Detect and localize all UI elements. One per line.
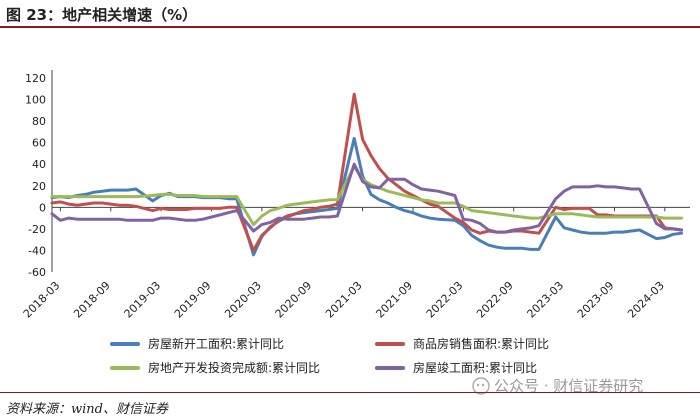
x-tick-label: 2024-03 bbox=[625, 279, 667, 321]
x-tick-label: 2019-03 bbox=[122, 279, 164, 321]
legend-item-investment: 房地产开发投资完成额:累计同比 bbox=[110, 359, 320, 376]
legend-item-completion-area: 房屋竣工面积:累计同比 bbox=[375, 359, 537, 376]
x-tick-label: 2022-03 bbox=[424, 279, 466, 321]
legend-label: 房地产开发投资完成额:累计同比 bbox=[148, 361, 321, 375]
x-tick-label: 2021-09 bbox=[373, 279, 415, 321]
x-tick-label: 2018-09 bbox=[71, 279, 113, 321]
series-line-2 bbox=[50, 164, 684, 227]
header-rule bbox=[0, 26, 700, 28]
x-tick-label: 2020-09 bbox=[273, 279, 315, 321]
x-tick-label: 2022-09 bbox=[474, 279, 516, 321]
x-tick-label: 2021-03 bbox=[323, 279, 365, 321]
legend-swatch bbox=[110, 341, 140, 346]
y-tick-label: 80 bbox=[32, 115, 46, 128]
x-tick-label: 2019-09 bbox=[172, 279, 214, 321]
y-tick-label: -20 bbox=[28, 223, 46, 236]
watermark-text: 公众号 · 财信证券研究 bbox=[494, 377, 644, 395]
series-line-1 bbox=[50, 92, 684, 252]
y-tick-label: 60 bbox=[32, 137, 46, 150]
x-tick-label: 2023-09 bbox=[575, 279, 617, 321]
series-line-3 bbox=[50, 162, 684, 234]
source-note: 资料来源：wind、财信证券 bbox=[6, 402, 168, 417]
watermark: 公众号 · 财信证券研究 bbox=[472, 375, 643, 396]
y-tick-label: 20 bbox=[32, 180, 46, 193]
legend-label: 房屋竣工面积:累计同比 bbox=[413, 361, 538, 375]
legend-item-sales-area: 商品房销售面积:累计同比 bbox=[375, 335, 549, 352]
footer-rule bbox=[0, 392, 700, 393]
x-tick-label: 2020-03 bbox=[222, 279, 264, 321]
legend-swatch bbox=[375, 341, 405, 346]
wechat-icon bbox=[472, 376, 490, 395]
y-tick-label: 120 bbox=[25, 72, 46, 85]
x-tick-label: 2023-03 bbox=[525, 279, 567, 321]
figure-title: 图 23：地产相关增速（%） bbox=[6, 6, 198, 24]
x-tick-label: 2018-03 bbox=[21, 279, 63, 321]
legend-label: 商品房销售面积:累计同比 bbox=[413, 337, 550, 351]
y-tick-label: -40 bbox=[28, 244, 46, 257]
legend-swatch bbox=[375, 365, 405, 370]
y-tick-label: 40 bbox=[32, 158, 46, 171]
legend-item-new-construction: 房屋新开工面积:累计同比 bbox=[110, 335, 284, 352]
y-tick-label: -60 bbox=[28, 266, 46, 279]
legend-label: 房屋新开工面积:累计同比 bbox=[148, 337, 285, 351]
legend-swatch bbox=[110, 365, 140, 370]
y-tick-label: 0 bbox=[39, 201, 46, 214]
y-tick-label: 100 bbox=[25, 94, 46, 107]
